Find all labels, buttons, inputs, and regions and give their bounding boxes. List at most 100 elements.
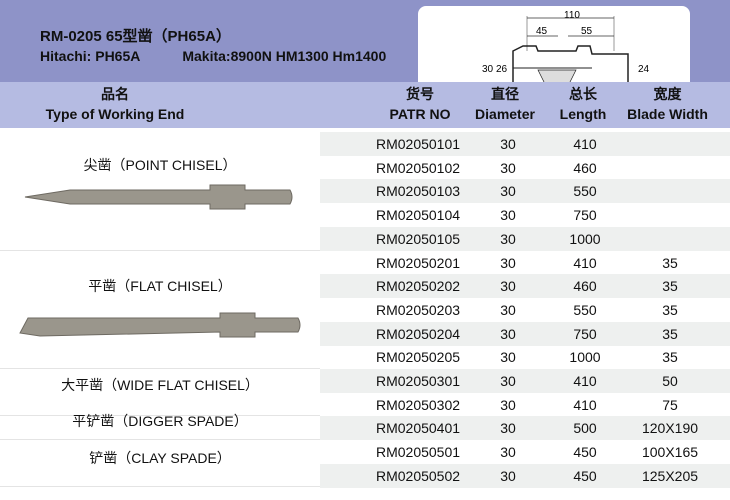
cell-part: RM02050201 <box>375 254 461 271</box>
cell-len: 410 <box>573 396 597 413</box>
cell-len: 550 <box>573 183 597 200</box>
group-4: 铲凿（CLAY SPADE） <box>0 440 320 488</box>
dim-inner: 26 <box>496 64 508 75</box>
table-row: RM02050501 30 450 100X165 <box>320 440 730 464</box>
cell-part: RM02050302 <box>375 396 461 413</box>
cell-len: 750 <box>573 207 597 224</box>
cell-len: 550 <box>573 301 597 318</box>
cell-dia: 30 <box>500 301 516 318</box>
col-width: 宽度 Blade Width <box>615 84 720 124</box>
cell-part: RM02050204 <box>375 325 461 342</box>
cell-part: RM02050104 <box>375 207 461 224</box>
cell-len: 1000 <box>569 349 601 366</box>
cell-dia: 30 <box>500 254 516 271</box>
cell-dia: 30 <box>500 159 516 176</box>
cell-len: 410 <box>573 136 597 152</box>
cell-dia: 30 <box>500 183 516 200</box>
cell-dia: 30 <box>500 467 516 484</box>
dim-total: 110 <box>564 10 580 21</box>
cell-part: RM02050102 <box>375 159 461 176</box>
group-label: 尖凿（POINT CHISEL） <box>83 157 237 173</box>
col-part-cn: 货号 <box>406 86 434 102</box>
group-label: 平铲凿（DIGGER SPADE） <box>72 413 248 429</box>
cell-width: 35 <box>662 278 678 295</box>
cell-part: RM02050401 <box>375 420 461 437</box>
cell-len: 450 <box>573 467 597 484</box>
chisel-images <box>19 184 301 338</box>
table-row: RM02050205 30 1000 35 <box>320 345 730 369</box>
cell-dia: 30 <box>500 230 516 247</box>
cell-dia: 30 <box>500 278 516 295</box>
group-label: 平凿（FLAT CHISEL） <box>88 278 232 294</box>
cell-width: 35 <box>662 349 678 366</box>
col-len-cn: 总长 <box>569 86 597 102</box>
cell-dia: 30 <box>500 136 516 152</box>
table-row: RM02050102 30 460 <box>320 156 730 180</box>
cell-width: 75 <box>662 396 678 413</box>
cell-part: RM02050101 <box>375 136 461 152</box>
cell-width: 35 <box>662 254 678 271</box>
cell-len: 500 <box>573 420 597 437</box>
compat-makita: Makita:8900N HM1300 Hm1400 <box>182 48 387 64</box>
cell-len: 450 <box>573 444 597 461</box>
group-1: 平凿（FLAT CHISEL） <box>0 251 320 369</box>
cell-width: 125X205 <box>641 467 699 484</box>
flat-chisel-image <box>19 312 301 338</box>
col-diameter: 直径 Diameter <box>465 84 545 124</box>
cell-dia: 30 <box>500 207 516 224</box>
cell-part: RM02050202 <box>375 278 461 295</box>
cell-part: RM02050502 <box>375 467 461 484</box>
cell-width: 100X165 <box>641 444 699 461</box>
cell-dia: 30 <box>500 373 516 389</box>
group-3: 平铲凿（DIGGER SPADE） <box>0 413 320 441</box>
cell-len: 1000 <box>569 230 601 247</box>
cell-dia: 30 <box>500 444 516 461</box>
cell-part: RM02050501 <box>375 444 461 461</box>
dim-seg1: 45 <box>536 26 548 37</box>
col-part: 货号 PATR NO <box>380 84 460 124</box>
cell-part: RM02050103 <box>375 183 461 200</box>
table-row: RM02050103 30 550 <box>320 179 730 204</box>
group-2: 大平凿（WIDE FLAT CHISEL） <box>0 369 320 417</box>
table-row: RM02050401 30 500 120X190 <box>320 416 730 441</box>
compat-hitachi: Hitachi: PH65A <box>40 48 141 64</box>
col-length: 总长 Length <box>548 84 618 124</box>
dim-seg2: 55 <box>581 26 593 37</box>
col-type: 品名 Type of Working End <box>0 84 230 124</box>
table-row: RM02050104 30 750 <box>320 203 730 227</box>
group-0: 尖凿（POINT CHISEL） <box>0 132 320 251</box>
cell-dia: 30 <box>500 420 516 437</box>
cell-len: 460 <box>573 159 597 176</box>
cell-dia: 30 <box>500 396 516 413</box>
cell-len: 410 <box>573 254 597 271</box>
col-part-en: PATR NO <box>389 106 451 122</box>
cell-dia: 30 <box>500 349 516 366</box>
col-len-en: Length <box>559 106 607 122</box>
cell-len: 460 <box>573 278 597 295</box>
cell-part: RM02050301 <box>375 373 461 389</box>
group-label: 铲凿（CLAY SPADE） <box>89 449 231 466</box>
table-header <box>0 82 730 128</box>
cell-width: 35 <box>662 325 678 342</box>
col-width-en: Blade Width <box>627 106 708 122</box>
cell-width: 50 <box>662 373 678 389</box>
col-type-cn: 品名 <box>101 86 129 102</box>
table-row: RM02050202 30 460 35 <box>320 274 730 299</box>
table-row: RM02050201 30 410 35 <box>320 251 730 275</box>
table-row: RM02050502 30 450 125X205 <box>320 463 730 488</box>
col-type-en: Type of Working End <box>45 106 185 122</box>
cell-part: RM02050105 <box>375 230 461 247</box>
table-row: RM02050301 30 410 50 <box>320 369 730 393</box>
table-row: RM02050203 30 550 35 <box>320 298 730 322</box>
table-row: RM02050204 30 750 35 <box>320 321 730 346</box>
group-label: 大平凿（WIDE FLAT CHISEL） <box>61 377 259 393</box>
cell-part: RM02050203 <box>375 301 461 318</box>
col-dia-cn: 直径 <box>491 86 519 102</box>
cell-dia: 30 <box>500 325 516 342</box>
table-row: RM02050105 30 1000 <box>320 226 730 251</box>
col-width-cn: 宽度 <box>653 86 682 102</box>
cell-width: 120X190 <box>641 420 699 437</box>
cell-len: 750 <box>573 325 597 342</box>
point-chisel-image <box>24 184 293 210</box>
cell-len: 410 <box>573 373 597 389</box>
